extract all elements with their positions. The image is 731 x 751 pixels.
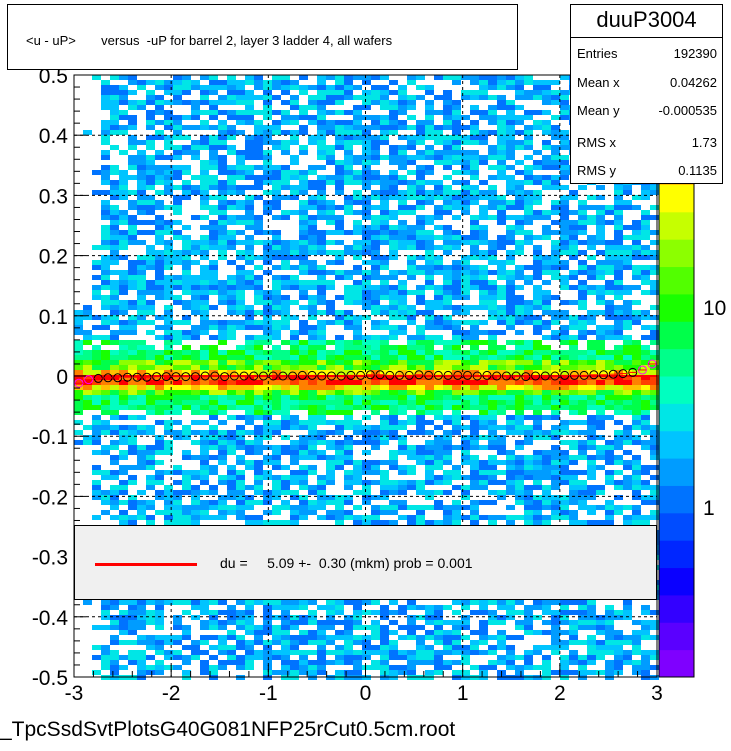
color-scale-swatch [659,649,694,678]
stats-value: 1.73 [691,135,717,150]
stats-separator [571,37,722,38]
color-scale-swatch [659,594,694,623]
stats-label: Entries [577,46,618,61]
y-axis-tick-labels: -0.5 -0.4 -0.3 -0.2 -0.1 0 0.1 0.2 0.3 0.4 0.5 [32,65,69,690]
profile-points [74,359,657,388]
color-scale-swatch [659,348,694,377]
x-axis-tick-labels: -3 -2 -1 0 1 2 3 [65,682,663,705]
stats-label: Mean x [577,75,620,90]
title-box: <u - uP> versus -uP for barrel 2, layer … [7,4,518,70]
color-scale-swatch [659,403,694,432]
y-tick-label: -0.2 [32,486,68,509]
y-tick-label: -0.3 [32,547,68,570]
stats-label: RMS y [577,163,616,178]
y-tick-label: -0.4 [32,607,69,630]
y-tick-label: 0.4 [39,125,69,148]
color-scale-swatch [659,184,694,213]
x-tick-label: 3 [651,682,663,705]
color-scale-swatch [659,622,694,651]
color-scale-swatch [659,485,694,514]
stats-value: 192390 [673,46,717,61]
file-name-label: _TpcSsdSvtPlotsG40G081NFP25rCut0.5cm.roo… [0,718,456,741]
stats-label: RMS x [577,135,616,150]
x-tick-label: -2 [162,682,181,705]
color-scale-swatch [659,211,694,240]
y-tick-label: -0.1 [32,426,68,449]
x-tick-label: 2 [554,682,566,705]
legend-fit-text: du = 5.09 +- 0.30 (mkm) prob = 0.001 [220,555,473,571]
axis-tick-marks [73,74,658,678]
y-tick-label: 0.3 [39,185,68,208]
y-tick-label: 0.5 [39,65,68,88]
color-scale-swatch [659,540,694,569]
y-tick-label: -0.5 [32,667,68,690]
color-scale-label: 1 [703,497,715,520]
color-scale-swatch [659,567,694,596]
plot-title: <u - uP> versus -uP for barrel 2, layer … [26,33,393,48]
stats-value: 0.04262 [670,75,717,90]
color-scale-swatch [659,430,694,459]
stats-value: -0.000535 [658,103,717,118]
histogram-name: duuP3004 [596,7,697,32]
color-scale-swatch [659,293,694,322]
y-tick-label: 0.2 [39,246,68,269]
legend-line-sample [95,563,197,566]
y-tick-label: 0 [56,366,68,389]
color-scale-swatch [659,376,694,404]
x-tick-label: -3 [65,682,84,705]
color-scale-swatch [659,239,694,268]
stats-value: 0.1135 [678,163,717,178]
stats-label: Mean y [577,103,620,118]
y-tick-label: 0.1 [39,306,68,329]
x-tick-label: 1 [457,682,469,705]
x-tick-label: -1 [259,682,278,705]
color-scale-label: 10 [703,297,726,320]
color-scale-swatch [659,266,694,295]
color-scale-swatch [659,321,694,350]
x-tick-label: 0 [360,682,372,705]
statistics-box: duuP3004 Entries 192390 Mean x 0.04262 M… [570,4,723,184]
fit-legend: du = 5.09 +- 0.30 (mkm) prob = 0.001 [74,525,657,600]
color-scale-swatch [659,512,694,541]
color-scale-swatch [659,458,694,486]
